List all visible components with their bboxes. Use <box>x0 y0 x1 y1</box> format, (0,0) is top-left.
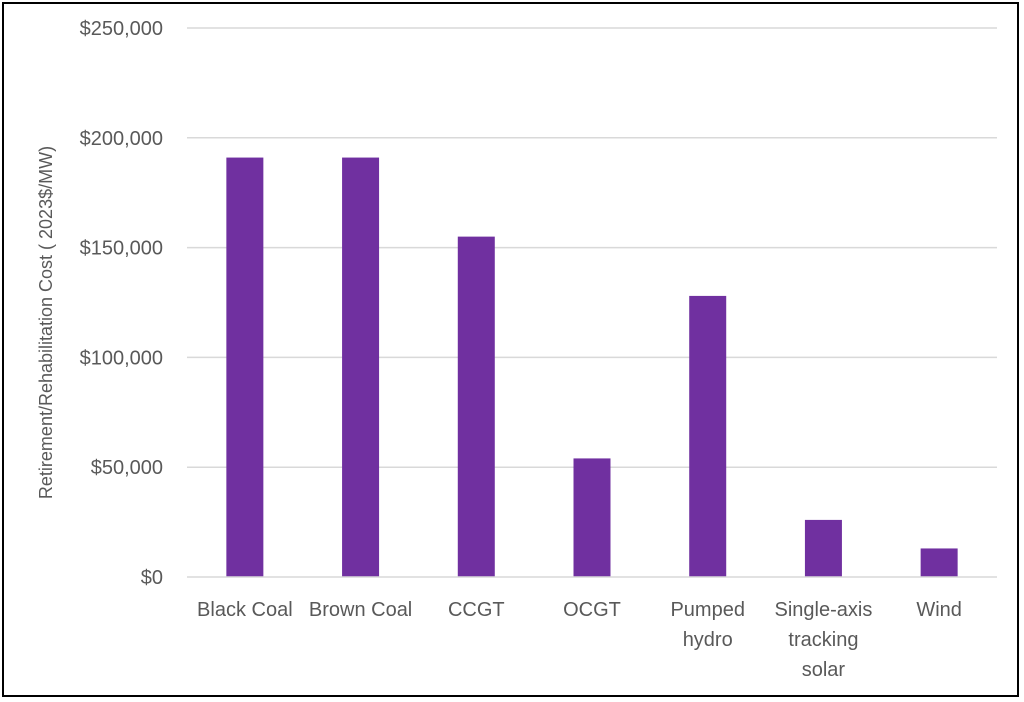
bar <box>226 157 264 577</box>
y-tick-label: $250,000 <box>80 18 163 40</box>
y-axis-tick-labels: $0 $50,000 $100,000 $150,000 $200,000 $250,00… <box>80 18 163 589</box>
bar <box>920 548 958 577</box>
x-tick-label: CCGT <box>448 599 505 621</box>
bar <box>342 157 380 577</box>
bar <box>689 295 727 577</box>
y-tick-label: $200,000 <box>80 128 163 150</box>
x-tick-label: Black Coal <box>197 599 293 621</box>
x-tick-label: Pumped hydro <box>670 599 745 651</box>
y-tick-label: $50,000 <box>91 457 163 479</box>
x-axis-tick-labels: Black Coal Brown Coal CCGT OCGT Pumped hydro S… <box>197 599 962 681</box>
bar <box>573 458 611 577</box>
x-tick-label: Brown Coal <box>309 599 412 621</box>
bar <box>804 519 842 577</box>
y-tick-label: $100,000 <box>80 347 163 369</box>
x-tick-label: OCGT <box>563 599 621 621</box>
bars <box>226 157 958 577</box>
y-tick-label: $150,000 <box>80 238 163 260</box>
gridlines <box>187 27 997 468</box>
bar <box>457 236 495 577</box>
x-tick-label: Wind <box>916 599 962 621</box>
y-tick-label: $0 <box>141 567 163 589</box>
y-axis-title: Retirement/Rehabilitation Cost ( 2023$/M… <box>36 146 56 499</box>
x-tick-label: Single-axis tracking solar <box>775 599 873 681</box>
